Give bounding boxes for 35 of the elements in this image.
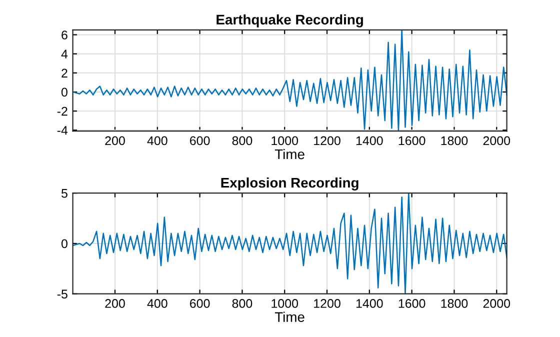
x-tick-label: 800 bbox=[232, 299, 252, 308]
x-tick-label: 1400 bbox=[356, 136, 383, 146]
x-tick-label: 800 bbox=[232, 136, 252, 146]
y-tick-label: -5 bbox=[57, 290, 68, 299]
x-tick-label: 1600 bbox=[398, 136, 426, 146]
x-axis-title: Time bbox=[274, 148, 304, 160]
y-tick-label: 5 bbox=[61, 189, 68, 198]
y-tick-label: 2 bbox=[62, 68, 68, 78]
x-tick-label: 1200 bbox=[314, 299, 340, 308]
y-tick-label: 4 bbox=[61, 50, 68, 58]
x-tick-label: 1000 bbox=[272, 299, 298, 308]
x-tick-label: 2000 bbox=[483, 136, 510, 146]
y-tick-label: -2 bbox=[57, 106, 68, 116]
y-tick-label: 0 bbox=[61, 239, 68, 248]
x-tick-label: 200 bbox=[105, 136, 125, 146]
x-tick-label: 200 bbox=[105, 299, 125, 308]
x-tick-label: 1800 bbox=[441, 136, 468, 146]
y-tick-label: 0 bbox=[61, 88, 68, 97]
x-axis-title: Time bbox=[274, 312, 304, 322]
y-tick-label: -4 bbox=[57, 126, 68, 135]
y-tick-label: 6 bbox=[62, 30, 68, 40]
x-tick-label: 1600 bbox=[398, 299, 426, 308]
x-tick-label: 2000 bbox=[483, 299, 510, 308]
line-series bbox=[72, 193, 507, 294]
x-tick-label: 1000 bbox=[272, 136, 298, 146]
x-tick-label: 600 bbox=[190, 136, 210, 146]
x-tick-label: 1200 bbox=[314, 136, 340, 146]
x-tick-label: 400 bbox=[147, 299, 168, 308]
line-series bbox=[72, 30, 507, 131]
chart-title: Explosion Recording bbox=[221, 177, 358, 190]
x-tick-label: 1800 bbox=[441, 299, 468, 308]
chart-title: Earthquake Recording bbox=[216, 14, 363, 28]
x-tick-label: 600 bbox=[190, 299, 210, 308]
x-tick-label: 1400 bbox=[356, 299, 383, 308]
x-tick-label: 400 bbox=[147, 136, 168, 146]
